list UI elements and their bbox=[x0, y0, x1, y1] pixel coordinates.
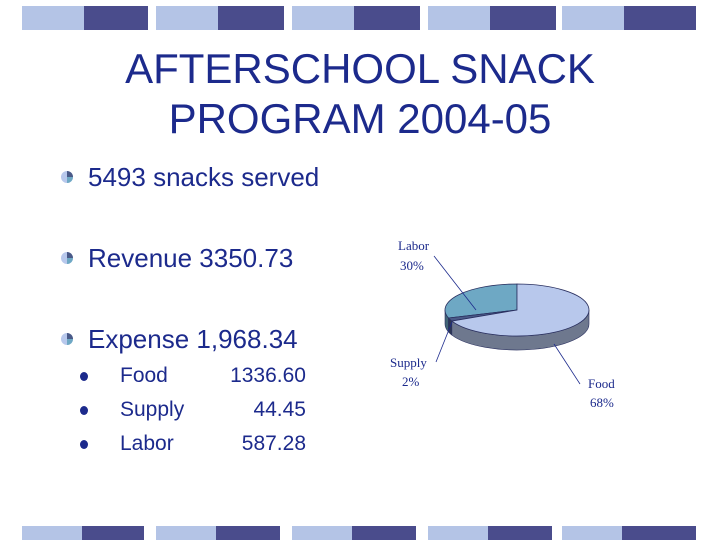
pie-slice-food bbox=[450, 283, 590, 337]
leader-line-supply bbox=[435, 321, 453, 363]
bullet-text: Expense 1,968.34 bbox=[88, 324, 298, 354]
band-block bbox=[84, 6, 148, 30]
band-block bbox=[562, 526, 622, 540]
band-block bbox=[156, 526, 216, 540]
slice-name-supply: Supply bbox=[390, 355, 427, 370]
band-block bbox=[428, 526, 488, 540]
band-block bbox=[218, 6, 284, 30]
expense-pie-chart: Labor 30% Supply 2% Food 68% bbox=[390, 238, 615, 410]
title-line-1: AFTERSCHOOL SNACK bbox=[125, 45, 595, 92]
leader-line-food bbox=[553, 343, 581, 385]
sub-bullet-icon bbox=[80, 372, 88, 381]
page-title: AFTERSCHOOL SNACK PROGRAM 2004-05 bbox=[60, 44, 660, 144]
band-block bbox=[292, 526, 352, 540]
band-block bbox=[22, 526, 82, 540]
bullet-text: Revenue 3350.73 bbox=[88, 243, 294, 273]
pie-bullet-icon bbox=[61, 171, 73, 183]
band-block bbox=[156, 6, 220, 30]
sub-bullet-icon bbox=[80, 440, 88, 449]
title-line-2: PROGRAM 2004-05 bbox=[168, 95, 552, 142]
sub-bullet-icon bbox=[80, 406, 88, 415]
pie-layer bbox=[444, 283, 590, 351]
slice-percent-supply: 2% bbox=[402, 374, 420, 389]
band-block bbox=[354, 6, 420, 30]
slice-percent-food: 68% bbox=[590, 395, 614, 410]
band-block bbox=[624, 6, 696, 30]
band-block bbox=[82, 526, 144, 540]
slice-name-labor: Labor bbox=[398, 238, 430, 253]
pie-bullet-icon bbox=[61, 333, 73, 345]
slice-label-labor: Labor 30% bbox=[398, 238, 477, 311]
expense-label: Food bbox=[120, 364, 168, 387]
expense-label: Labor bbox=[120, 432, 174, 455]
band-block bbox=[216, 526, 280, 540]
bullet-text: 5493 snacks served bbox=[88, 162, 320, 192]
expense-value: 44.45 bbox=[253, 398, 306, 421]
leader-line-labor bbox=[433, 255, 477, 311]
slice-label-supply: Supply 2% bbox=[390, 321, 453, 389]
expense-value: 587.28 bbox=[241, 432, 306, 455]
expense-label: Supply bbox=[120, 398, 185, 421]
band-block bbox=[22, 6, 84, 30]
band-block bbox=[488, 526, 552, 540]
band-block bbox=[428, 6, 492, 30]
bottom-decorative-band bbox=[0, 526, 720, 540]
band-block bbox=[292, 6, 356, 30]
pie-slice-labor bbox=[444, 283, 518, 319]
slice-label-food: Food 68% bbox=[553, 343, 615, 410]
band-block bbox=[562, 6, 624, 30]
top-decorative-band bbox=[0, 6, 720, 30]
band-block bbox=[490, 6, 556, 30]
pie-bullet-icon bbox=[61, 252, 73, 264]
slice-percent-labor: 30% bbox=[400, 258, 424, 273]
band-block bbox=[622, 526, 696, 540]
band-block bbox=[352, 526, 416, 540]
slice-name-food: Food bbox=[588, 376, 615, 391]
expense-value: 1336.60 bbox=[230, 364, 306, 387]
